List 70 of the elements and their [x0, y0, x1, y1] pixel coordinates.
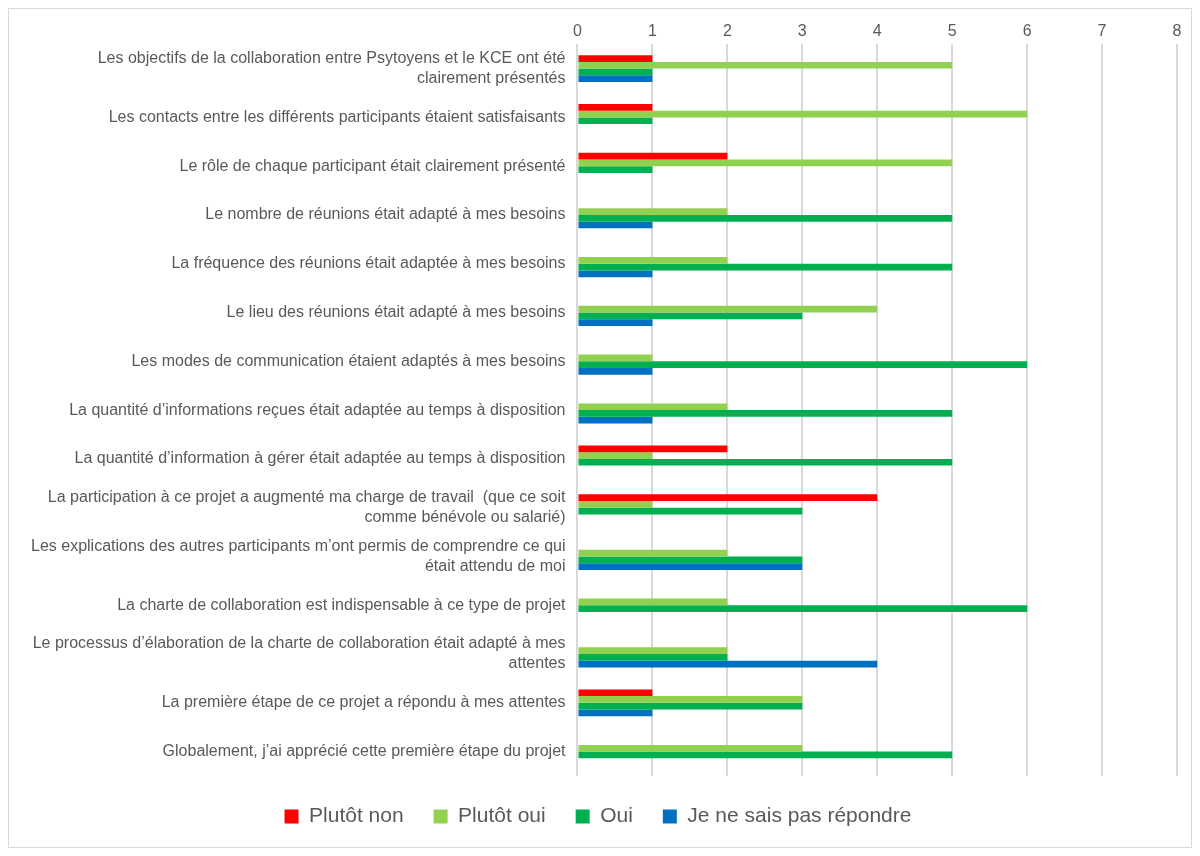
- bar: [578, 103, 653, 111]
- bar: [578, 702, 803, 710]
- y-tick-label: Les explications des autres participants m’ont permis de comprendre ce qui était attendu de moi: [30, 536, 566, 574]
- x-tick-label: 8: [1172, 22, 1182, 40]
- x-tick-label: 1: [647, 22, 657, 40]
- bar: [578, 221, 653, 229]
- bar: [578, 452, 653, 459]
- bar: [578, 257, 728, 264]
- bar: [578, 305, 878, 313]
- bar: [578, 660, 878, 668]
- bar: [578, 696, 803, 703]
- x-tick-label: 7: [1097, 22, 1107, 40]
- x-tick-label: 0: [573, 22, 583, 40]
- bar: [578, 416, 653, 424]
- bar: [578, 368, 653, 375]
- bar: [578, 110, 1028, 118]
- y-tick-label: La première étape de ce projet a répondu à mes attentes: [161, 693, 566, 711]
- bar: [578, 403, 728, 411]
- bar: [578, 159, 953, 167]
- y-tick-label: Globalement, j’ai apprécié cette première étape du projet: [162, 742, 567, 760]
- bar: [578, 214, 953, 222]
- y-tick-label: Le nombre de réunions était adapté à mes besoins: [205, 205, 566, 223]
- bar: [578, 563, 803, 570]
- bar: [578, 270, 653, 278]
- bar: [578, 263, 953, 271]
- bar: [578, 410, 953, 417]
- bar: [578, 647, 728, 655]
- y-tick-label: Les contacts entre les différents participants étaient satisfaisants: [108, 107, 566, 125]
- bar: [578, 494, 878, 501]
- bar: [578, 507, 803, 515]
- bar: [578, 166, 653, 173]
- legend-label: Plutôt oui: [458, 803, 546, 827]
- y-tick-label: La quantité d’information à gérer était adaptée au temps à disposition: [74, 449, 566, 467]
- y-tick-label: La fréquence des réunions était adaptée à mes besoins: [171, 254, 566, 272]
- bar: [578, 208, 728, 215]
- y-tick-label: La charte de collaboration est indispensable à ce type de projet: [117, 595, 567, 613]
- y-tick-label: Le rôle de chaque participant était clairement présenté: [179, 156, 566, 174]
- bar: [578, 68, 653, 76]
- bar: [578, 605, 1028, 612]
- bar: [578, 654, 728, 661]
- bar: [578, 744, 803, 752]
- bar: [578, 354, 653, 362]
- y-tick-label: Les objectifs de la collaboration entre Psytoyens et le KCE ont été clairement présentés: [97, 49, 566, 86]
- y-tick-label: La quantité d’informations reçues était adaptée au temps à disposition: [69, 400, 566, 418]
- bar: [578, 556, 803, 564]
- legend-label: Je ne sais pas répondre: [687, 803, 912, 827]
- legend-label: Plutôt non: [309, 803, 404, 827]
- bar: [578, 361, 1028, 369]
- bar: [578, 319, 653, 326]
- bar: [578, 75, 653, 83]
- legend-label: Oui: [600, 803, 633, 827]
- bar: [578, 445, 728, 453]
- bar: [578, 500, 653, 508]
- y-tick-label: La participation à ce projet a augmenté ma charge de travail (que ce soit comme bénévole ou salarié): [47, 488, 567, 526]
- y-tick-label: Le lieu des réunions était adapté à mes besoins: [226, 302, 566, 320]
- x-tick-label: 5: [947, 22, 957, 40]
- x-tick-label: 6: [1022, 22, 1032, 40]
- bar: [578, 709, 653, 717]
- bar: [578, 61, 953, 69]
- x-tick-label: 4: [872, 22, 882, 40]
- bar: [578, 689, 653, 697]
- bar: [578, 312, 803, 320]
- bar: [578, 117, 653, 125]
- bar: [578, 751, 953, 759]
- y-tick-label: Les modes de communication étaient adaptés à mes besoins: [131, 351, 566, 369]
- x-tick-label: 2: [722, 22, 732, 40]
- bar: [578, 55, 653, 62]
- bar: [578, 458, 953, 466]
- y-tick-label: Le processus d’élaboration de la charte de collaboration était adapté à mes attentes: [32, 634, 566, 672]
- x-tick-label: 3: [797, 22, 807, 40]
